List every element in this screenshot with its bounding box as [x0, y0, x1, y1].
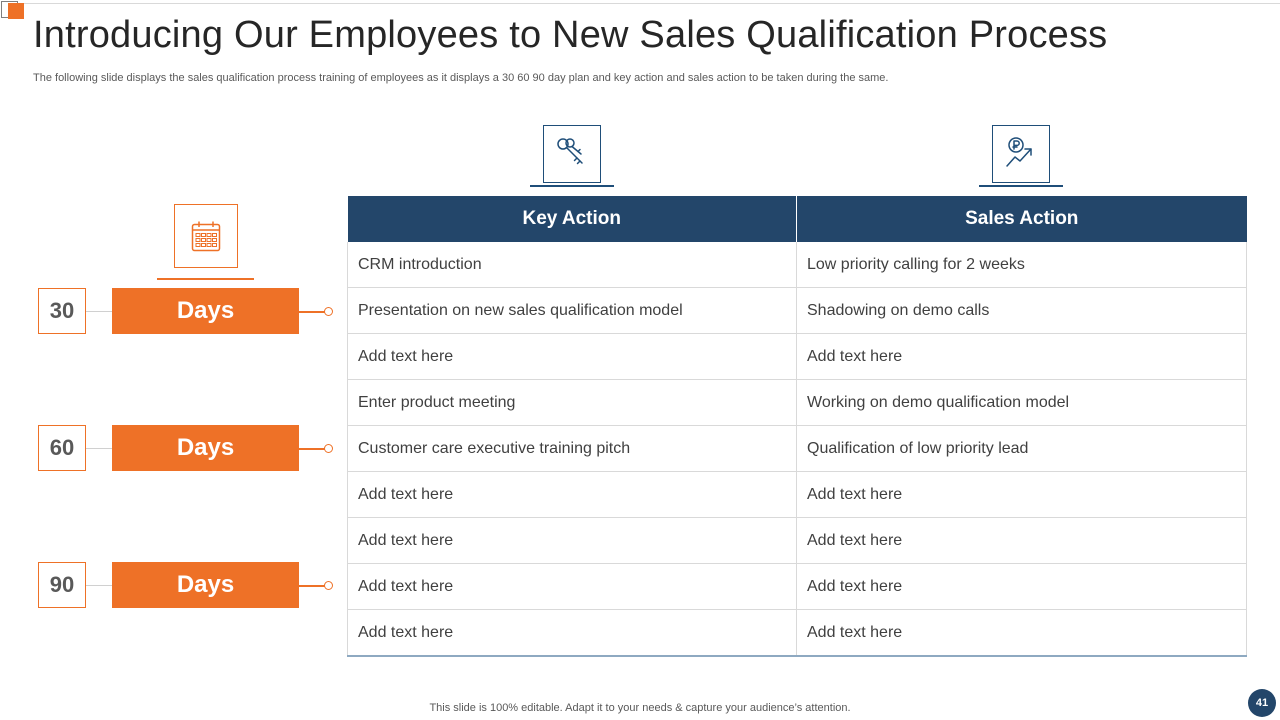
table-row: Enter product meeting Working on demo qu… — [347, 379, 1247, 426]
table-row: CRM introduction Low priority calling fo… — [347, 242, 1247, 288]
sales-action-cell: Add text here — [796, 563, 1247, 610]
key-action-cell: Add text here — [347, 517, 797, 564]
day-label-60: Days — [112, 425, 299, 471]
key-action-cell: CRM introduction — [347, 242, 797, 288]
day-pointer-line — [299, 585, 325, 587]
table-row: Add text here Add text here — [347, 609, 1247, 657]
calendar-icon-box — [174, 204, 238, 268]
day-number-30: 30 — [38, 288, 86, 334]
key-action-cell: Add text here — [347, 609, 797, 657]
keys-icon — [557, 138, 583, 165]
day-label-30: Days — [112, 288, 299, 334]
key-action-cell: Add text here — [347, 471, 797, 518]
table-row: Add text here Add text here — [347, 471, 1247, 518]
day-number-90: 90 — [38, 562, 86, 608]
day-number-60: 60 — [38, 425, 86, 471]
day-pointer-dot — [324, 444, 333, 453]
table-row: Add text here Add text here — [347, 333, 1247, 380]
calendar-icon — [191, 221, 221, 252]
key-action-icon-underline — [530, 185, 614, 187]
key-action-cell: Customer care executive training pitch — [347, 425, 797, 472]
day-pointer-dot — [324, 581, 333, 590]
coin-growth-icon — [1006, 137, 1032, 167]
slide-subtitle: The following slide displays the sales q… — [33, 72, 889, 84]
page-number-badge: 41 — [1248, 689, 1276, 717]
sales-action-icon-box — [992, 125, 1050, 183]
key-action-cell: Enter product meeting — [347, 379, 797, 426]
sales-action-cell: Add text here — [796, 609, 1247, 657]
key-action-cell: Presentation on new sales qualification … — [347, 287, 797, 334]
footer-note: This slide is 100% editable. Adapt it to… — [429, 702, 851, 714]
sales-action-cell: Add text here — [796, 471, 1247, 518]
key-action-cell: Add text here — [347, 333, 797, 380]
day-pointer-dot — [324, 307, 333, 316]
table-row: Presentation on new sales qualification … — [347, 287, 1247, 334]
sales-action-cell: Low priority calling for 2 weeks — [796, 242, 1247, 288]
day-connector — [86, 311, 112, 312]
day-connector — [86, 448, 112, 449]
day-pointer-line — [299, 448, 325, 450]
day-label-90: Days — [112, 562, 299, 608]
key-action-icon-box — [543, 125, 601, 183]
day-pointer-line — [299, 311, 325, 313]
sales-action-icon-underline — [979, 185, 1063, 187]
column-header-sales-action: Sales Action — [796, 196, 1247, 242]
table-row: Add text here Add text here — [347, 517, 1247, 564]
column-header-key-action: Key Action — [347, 196, 797, 242]
table-row: Customer care executive training pitch Q… — [347, 425, 1247, 472]
key-action-cell: Add text here — [347, 563, 797, 610]
sales-action-cell: Add text here — [796, 333, 1247, 380]
sales-action-cell: Qualification of low priority lead — [796, 425, 1247, 472]
table-header-row: Key Action Sales Action — [347, 196, 1247, 242]
slide-title: Introducing Our Employees to New Sales Q… — [33, 14, 1108, 56]
table-row: Add text here Add text here — [347, 563, 1247, 610]
action-table: Key Action Sales Action CRM introduction… — [347, 196, 1247, 657]
sales-action-cell: Add text here — [796, 517, 1247, 564]
day-connector — [86, 585, 112, 586]
top-rule — [24, 3, 1280, 4]
sales-action-cell: Shadowing on demo calls — [796, 287, 1247, 334]
sales-action-cell: Working on demo qualification model — [796, 379, 1247, 426]
calendar-underline — [157, 278, 254, 280]
corner-logo-mark — [0, 0, 24, 20]
